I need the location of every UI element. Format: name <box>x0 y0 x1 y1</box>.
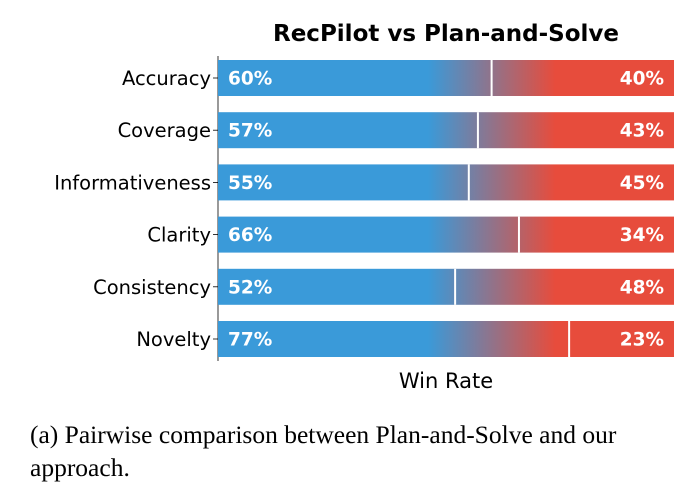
data-label-left: 52% <box>228 277 272 298</box>
data-label-right: 23% <box>620 330 664 351</box>
bar-consistency <box>218 268 674 305</box>
bar-novelty <box>218 321 674 357</box>
bar-coverage <box>218 112 674 149</box>
pairwise-win-rate-chart: RecPilot vs Plan-and-Solve Accuracy 60% 40… <box>54 21 674 393</box>
bar-clarity <box>218 216 674 253</box>
data-label-left: 66% <box>228 225 272 246</box>
data-label-right: 40% <box>620 69 664 90</box>
y-tick-label: Consistency <box>93 276 211 299</box>
y-tick-label: Accuracy <box>122 67 211 90</box>
figure-caption: (a) Pairwise comparison between Plan-and… <box>30 420 617 482</box>
data-label-right: 43% <box>620 121 664 142</box>
bar-accuracy <box>218 60 674 96</box>
bars-group: Accuracy 60% 40% Coverage 57% 43% Informativen… <box>54 56 674 361</box>
bar-informativeness <box>218 164 674 201</box>
data-label-right: 48% <box>620 277 664 298</box>
data-label-right: 34% <box>620 225 664 246</box>
chart-title: RecPilot vs Plan-and-Solve <box>273 21 619 47</box>
y-tick-label: Coverage <box>118 119 211 142</box>
y-tick-label: Clarity <box>147 224 211 247</box>
data-label-left: 55% <box>228 173 272 194</box>
data-label-left: 60% <box>228 69 272 90</box>
data-label-left: 57% <box>228 121 272 142</box>
x-axis-label: Win Rate <box>399 369 493 393</box>
y-tick-label: Novelty <box>136 328 211 351</box>
data-label-right: 45% <box>620 173 664 194</box>
data-label-left: 77% <box>228 330 272 351</box>
y-tick-label: Informativeness <box>54 171 211 194</box>
